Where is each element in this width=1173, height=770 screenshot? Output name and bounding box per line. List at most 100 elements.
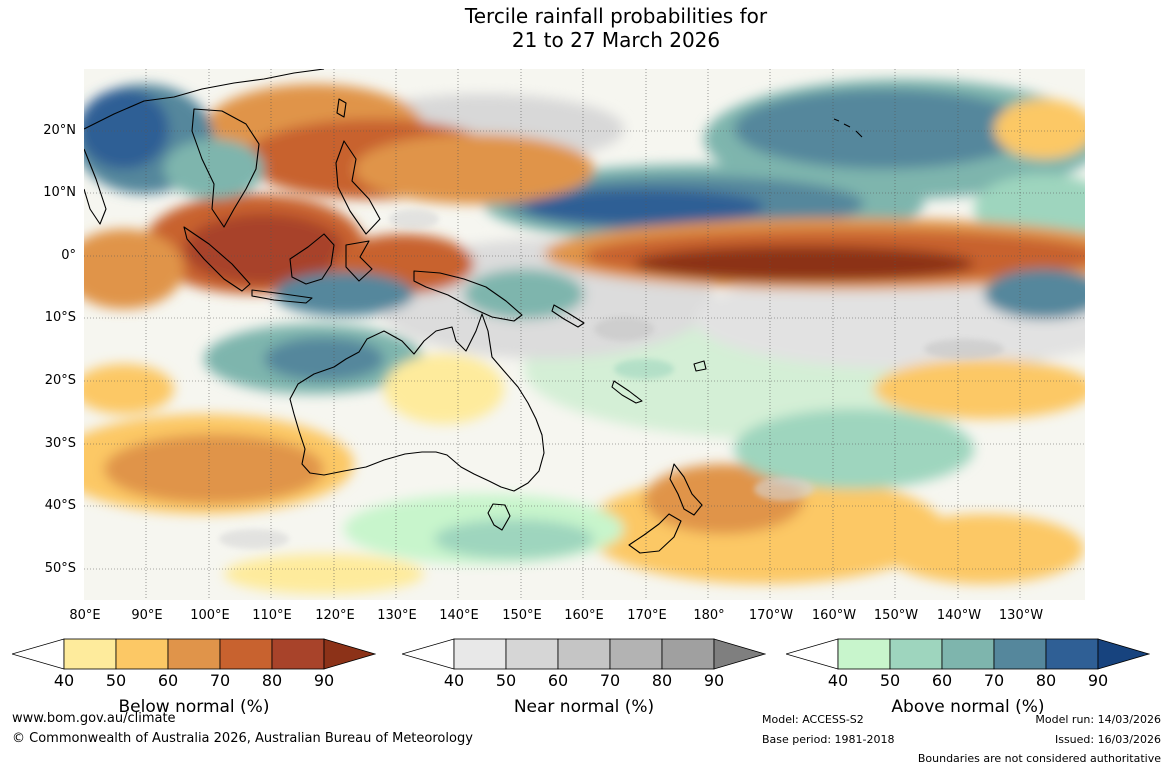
probability-field: [84, 79, 1085, 594]
model-name: Model: ACCESS-S2: [762, 713, 864, 726]
lon-label-180: 180°: [693, 608, 725, 623]
above-normal-tick-40: 40: [827, 671, 849, 690]
lon-label-130e: 130°E: [377, 608, 417, 623]
copyright-text: © Commonwealth of Australia 2026, Austra…: [12, 731, 473, 746]
lon-label-160w: 160°W: [811, 608, 857, 623]
lon-label-170e: 170°E: [627, 608, 667, 623]
lat-label-50s: 50°S: [44, 561, 76, 576]
issued-date: Issued: 16/03/2026: [1054, 733, 1161, 746]
near-normal-swatch-80-90: [661, 638, 715, 670]
below-normal-tick-40: 40: [53, 671, 75, 690]
below-normal-swatch-over-90: [323, 638, 376, 670]
rainfall-probability-map: [84, 69, 1085, 600]
below-normal-swatch-under-40: [12, 638, 65, 670]
below-normal-tick-80: 80: [261, 671, 283, 690]
below-normal-swatch-40-50: [63, 638, 117, 670]
above-normal-swatch-80-90: [1045, 638, 1099, 670]
near-normal-tick-50: 50: [495, 671, 517, 690]
near-normal-label: Near normal (%): [513, 697, 655, 717]
map-title: Tercile rainfall probabilities for 21 to…: [0, 4, 1173, 52]
lon-label-110e: 110°E: [252, 608, 292, 623]
title-line-2: 21 to 27 March 2026: [511, 28, 721, 52]
title-line-1: Tercile rainfall probabilities for: [464, 4, 768, 28]
above-normal-swatch-over-90: [1097, 638, 1150, 670]
lat-label-10n: 10°N: [43, 185, 76, 200]
near-normal-swatch-40-50: [453, 638, 507, 670]
above-normal-swatch-50-60: [889, 638, 943, 670]
above-normal-swatch-under-40: [786, 638, 839, 670]
above-normal-tick-60: 60: [931, 671, 953, 690]
below-normal-tick-50: 50: [105, 671, 127, 690]
borneo-coastline: [289, 233, 335, 285]
above-normal-tick-90: 90: [1087, 671, 1109, 690]
below-normal-swatch-60-70: [167, 638, 221, 670]
fiji-coastline: [693, 360, 707, 372]
solomon-islands-coastline: [551, 304, 585, 328]
lat-label-0: 0°: [61, 248, 76, 263]
base-period: Base period: 1981-2018: [762, 733, 895, 746]
lon-label-80e: 80°E: [69, 608, 101, 623]
java-coastline: [251, 289, 313, 304]
hawaii-coastline: [833, 118, 863, 138]
india-coastline: [84, 148, 107, 225]
near-normal-tick-40: 40: [443, 671, 465, 690]
near-normal-tick-60: 60: [547, 671, 569, 690]
map-canvas: [84, 69, 1085, 600]
above-normal-swatch-40-50: [837, 638, 891, 670]
sumatra-coastline: [183, 226, 251, 292]
lat-label-20s: 20°S: [44, 373, 76, 388]
above-normal-label: Above normal (%): [891, 697, 1045, 717]
lat-label-20n: 20°N: [43, 123, 76, 138]
lon-label-140w: 140°W: [936, 608, 982, 623]
indochina-coastline: [191, 108, 260, 228]
below-normal-label: Below normal (%): [118, 697, 270, 717]
new-zealand-north-coastline: [669, 463, 703, 516]
lon-label-130w: 130°W: [998, 608, 1044, 623]
below-normal-tick-90: 90: [313, 671, 335, 690]
near-normal-colorbar: [402, 638, 766, 670]
new-guinea-coastline: [413, 270, 523, 322]
lon-label-140e: 140°E: [439, 608, 479, 623]
lon-label-160e: 160°E: [564, 608, 604, 623]
near-normal-swatch-60-70: [557, 638, 611, 670]
above-normal-colorbar: [786, 638, 1150, 670]
lat-label-40s: 40°S: [44, 498, 76, 513]
below-normal-swatch-70-80: [219, 638, 273, 670]
boundaries-disclaimer: Boundaries are not considered authoritat…: [917, 752, 1161, 765]
below-normal-tick-70: 70: [209, 671, 231, 690]
above-normal-swatch-70-80: [993, 638, 1047, 670]
lon-label-170w: 170°W: [748, 608, 794, 623]
taiwan-coastline: [336, 98, 347, 118]
near-normal-tick-70: 70: [599, 671, 621, 690]
above-normal-tick-50: 50: [879, 671, 901, 690]
lon-label-120e: 120°E: [315, 608, 355, 623]
philippines-coastline: [335, 140, 381, 235]
asia-mainland-coastline: [84, 69, 325, 130]
lon-label-150w: 150°W: [873, 608, 919, 623]
near-normal-swatch-70-80: [609, 638, 663, 670]
near-normal-swatch-50-60: [505, 638, 559, 670]
model-run-date: Model run: 14/03/2026: [1035, 713, 1161, 726]
lon-label-150e: 150°E: [502, 608, 542, 623]
lon-label-90e: 90°E: [131, 608, 163, 623]
tasmania-coastline: [487, 503, 511, 531]
above-normal-tick-80: 80: [1035, 671, 1057, 690]
below-normal-tick-60: 60: [157, 671, 179, 690]
above-normal-tick-70: 70: [983, 671, 1005, 690]
coastlines: [84, 69, 863, 554]
website-link[interactable]: www.bom.gov.au/climate: [12, 711, 176, 726]
near-normal-tick-90: 90: [703, 671, 725, 690]
above-normal-swatch-60-70: [941, 638, 995, 670]
below-normal-swatch-80-90: [271, 638, 325, 670]
australia-coastline: [289, 313, 545, 492]
lat-label-30s: 30°S: [44, 436, 76, 451]
near-normal-swatch-over-90: [713, 638, 766, 670]
new-caledonia-coastline: [611, 380, 643, 404]
new-zealand-south-coastline: [628, 513, 682, 554]
lon-label-100e: 100°E: [190, 608, 230, 623]
below-normal-swatch-50-60: [115, 638, 169, 670]
sulawesi-coastline: [345, 240, 373, 282]
near-normal-tick-80: 80: [651, 671, 673, 690]
below-normal-colorbar: [12, 638, 376, 670]
near-normal-swatch-under-40: [402, 638, 455, 670]
